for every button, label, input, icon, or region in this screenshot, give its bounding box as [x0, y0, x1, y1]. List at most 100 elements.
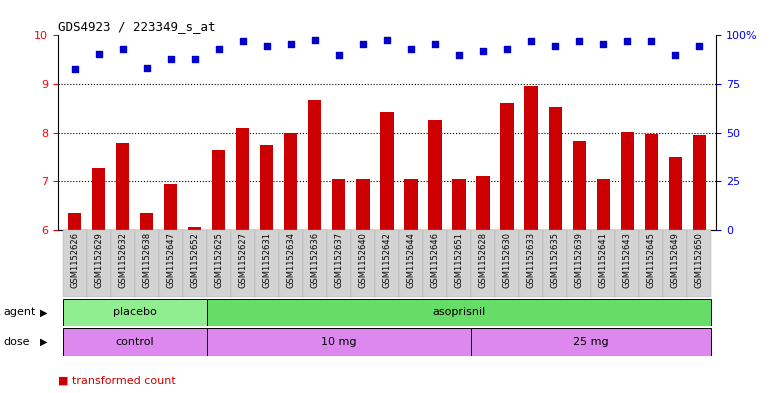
Bar [573, 141, 586, 230]
Text: GSM1152644: GSM1152644 [407, 232, 416, 288]
Point [333, 51, 345, 58]
Bar [164, 184, 177, 230]
Bar [543, 230, 567, 297]
Bar [236, 128, 249, 230]
Bar [116, 143, 129, 230]
Text: GSM1152641: GSM1152641 [598, 232, 608, 288]
Text: placebo: placebo [112, 307, 156, 318]
Point [453, 51, 465, 58]
Bar [62, 299, 206, 326]
Point [693, 43, 705, 49]
Bar [428, 121, 441, 230]
Point [92, 51, 105, 57]
Text: GSM1152647: GSM1152647 [166, 232, 176, 288]
Point [597, 41, 609, 47]
Text: GSM1152640: GSM1152640 [358, 232, 367, 288]
Bar [62, 230, 86, 297]
Text: ▶: ▶ [40, 337, 48, 347]
Bar [663, 230, 688, 297]
Bar [548, 107, 562, 230]
Bar [567, 230, 591, 297]
Text: GSM1152638: GSM1152638 [142, 232, 151, 288]
Bar [188, 228, 201, 230]
Bar [639, 230, 663, 297]
Point [213, 46, 225, 52]
Text: GSM1152652: GSM1152652 [190, 232, 199, 288]
Point [549, 43, 561, 49]
Bar [308, 99, 321, 230]
Point [669, 51, 681, 58]
Bar [644, 134, 658, 230]
Bar [231, 230, 255, 297]
Point [357, 41, 369, 47]
Bar [447, 230, 471, 297]
Bar [357, 179, 370, 230]
Bar [212, 150, 226, 230]
Bar [423, 230, 447, 297]
Bar [351, 230, 375, 297]
Point [429, 41, 441, 47]
Bar [591, 230, 615, 297]
Text: 25 mg: 25 mg [574, 337, 609, 347]
Bar [279, 230, 303, 297]
Text: GSM1152643: GSM1152643 [623, 232, 631, 288]
Point [69, 66, 81, 73]
Bar [159, 230, 182, 297]
Bar [111, 230, 135, 297]
Text: ■ transformed count: ■ transformed count [58, 375, 176, 385]
Bar [668, 157, 682, 230]
Bar [333, 179, 346, 230]
Text: GSM1152649: GSM1152649 [671, 232, 680, 288]
Text: GSM1152631: GSM1152631 [263, 232, 271, 288]
Text: GSM1152636: GSM1152636 [310, 232, 320, 288]
Point [309, 37, 321, 43]
Text: GSM1152650: GSM1152650 [695, 232, 704, 288]
Bar [615, 230, 639, 297]
Point [477, 48, 489, 54]
Bar [688, 230, 711, 297]
Bar [500, 103, 514, 230]
Text: GSM1152630: GSM1152630 [503, 232, 511, 288]
Point [260, 43, 273, 49]
Point [501, 46, 514, 52]
Bar [326, 230, 351, 297]
Bar [477, 176, 490, 230]
Point [405, 46, 417, 52]
Text: GSM1152635: GSM1152635 [551, 232, 560, 288]
Text: GSM1152625: GSM1152625 [214, 232, 223, 288]
Point [573, 38, 585, 44]
Bar [404, 179, 417, 230]
Bar [206, 230, 231, 297]
Text: GSM1152633: GSM1152633 [527, 232, 536, 288]
Bar [597, 179, 610, 230]
Point [236, 38, 249, 44]
Text: GSM1152651: GSM1152651 [454, 232, 464, 288]
Bar [284, 132, 297, 230]
Bar [68, 213, 81, 230]
Bar [182, 230, 206, 297]
Bar [621, 132, 634, 230]
Bar [140, 213, 153, 230]
Point [621, 38, 634, 44]
Point [380, 37, 393, 43]
Bar [303, 230, 326, 297]
Text: GSM1152639: GSM1152639 [574, 232, 584, 288]
Text: 10 mg: 10 mg [321, 337, 357, 347]
Bar [260, 145, 273, 230]
Text: GSM1152626: GSM1152626 [70, 232, 79, 288]
Text: GDS4923 / 223349_s_at: GDS4923 / 223349_s_at [58, 20, 216, 33]
Text: asoprisnil: asoprisnil [433, 307, 486, 318]
Text: GSM1152632: GSM1152632 [118, 232, 127, 288]
Bar [524, 86, 537, 230]
Point [285, 41, 297, 47]
Text: GSM1152646: GSM1152646 [430, 232, 440, 288]
Text: control: control [116, 337, 154, 347]
Point [140, 65, 152, 72]
Bar [206, 328, 471, 356]
Bar [471, 328, 711, 356]
Bar [375, 230, 399, 297]
Text: GSM1152628: GSM1152628 [478, 232, 487, 288]
Bar [86, 230, 111, 297]
Bar [495, 230, 519, 297]
Text: GSM1152627: GSM1152627 [238, 232, 247, 288]
